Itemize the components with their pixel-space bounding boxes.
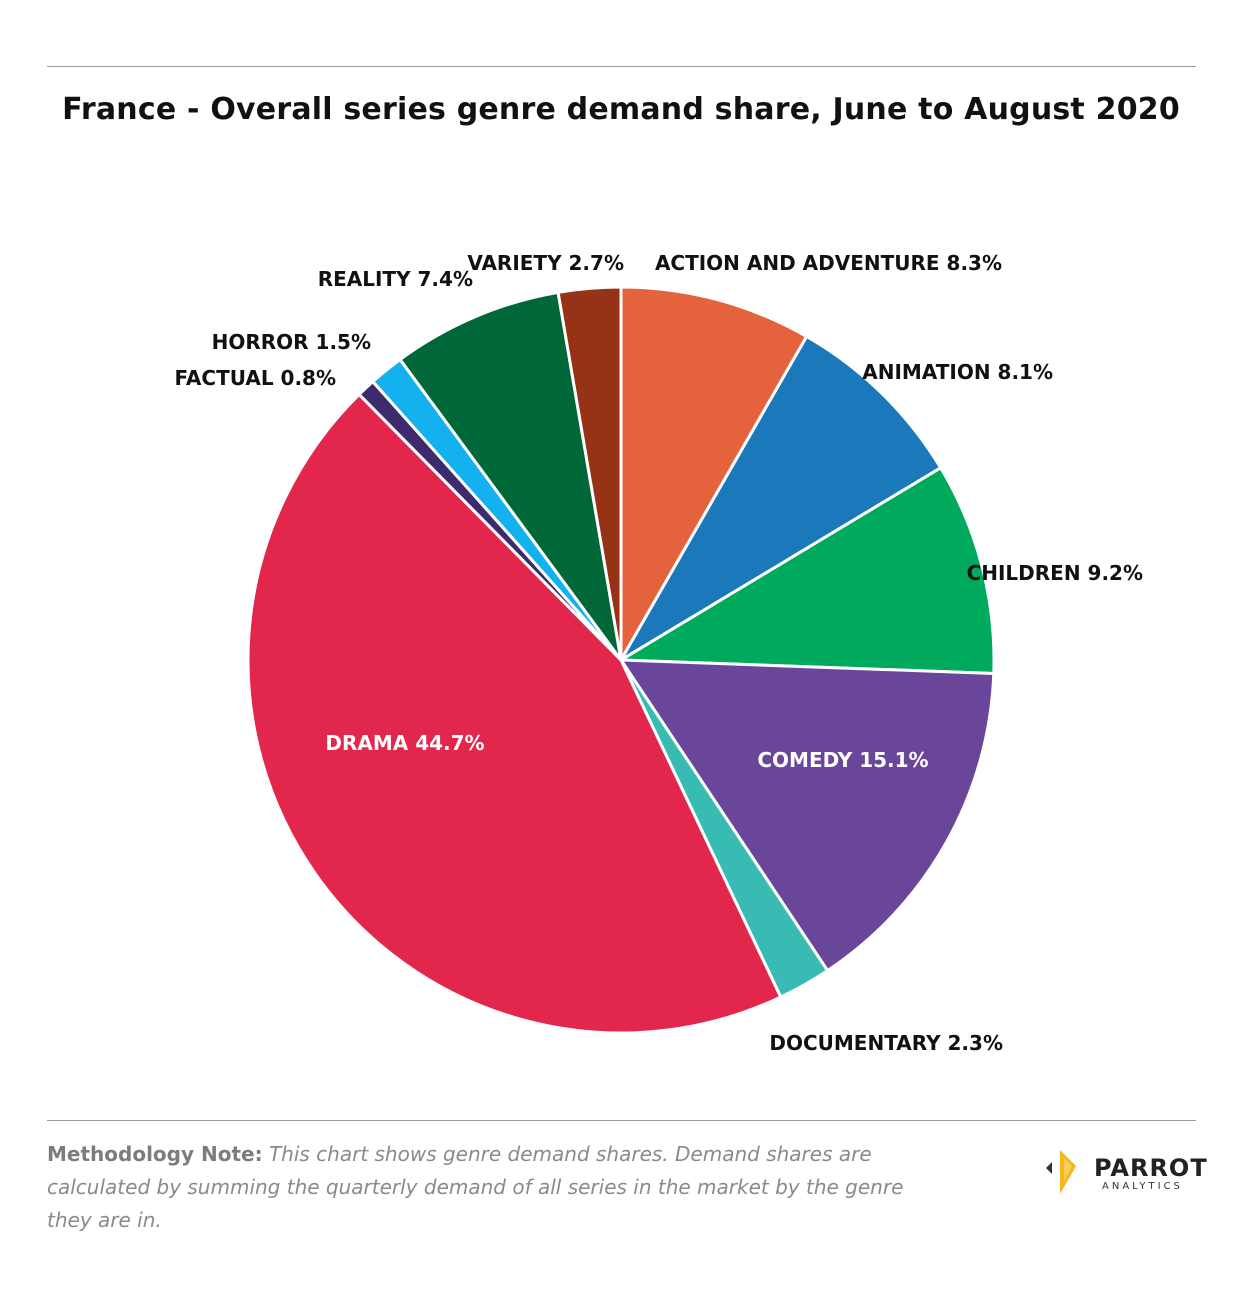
note-heading: Methodology Note: xyxy=(47,1142,263,1166)
logo-sub-text: ANALYTICS xyxy=(1102,1181,1183,1192)
pie-labels: ACTION AND ADVENTURE 8.3% ANIMATION 8.1% C… xyxy=(175,251,1143,1055)
methodology-note: Methodology Note: This chart shows genre… xyxy=(47,1138,947,1237)
bottom-divider xyxy=(47,1120,1196,1121)
pie-label-variety: VARIETY 2.7% xyxy=(467,251,624,275)
pie-label-factual: FACTUAL 0.8% xyxy=(175,366,336,390)
top-divider xyxy=(47,66,1196,67)
note-text: This chart shows genre demand shares. De… xyxy=(47,1142,904,1232)
pie-outline xyxy=(247,286,995,1034)
chart-title: France - Overall series genre demand sha… xyxy=(62,92,1180,127)
parrot-logo-icon xyxy=(1046,1150,1076,1194)
pie-label-children: CHILDREN 9.2% xyxy=(967,561,1143,585)
parrot-analytics-logo: PARROT ANALYTICS xyxy=(1042,1148,1207,1196)
pie-label-comedy: COMEDY 15.1% xyxy=(757,748,928,772)
pie-label-reality: REALITY 7.4% xyxy=(318,267,473,291)
logo-brand-text: PARROT xyxy=(1094,1154,1208,1182)
pie-chart: ACTION AND ADVENTURE 8.3% ANIMATION 8.1% C… xyxy=(175,251,1143,1055)
pie-label-action-and-adventure: ACTION AND ADVENTURE 8.3% xyxy=(655,251,1002,275)
pie-label-documentary: DOCUMENTARY 2.3% xyxy=(769,1031,1003,1055)
pie-label-drama: DRAMA 44.7% xyxy=(325,731,484,755)
pie-slices xyxy=(246,285,996,1035)
pie-label-horror: HORROR 1.5% xyxy=(212,330,371,354)
pie-label-animation: ANIMATION 8.1% xyxy=(862,360,1053,384)
